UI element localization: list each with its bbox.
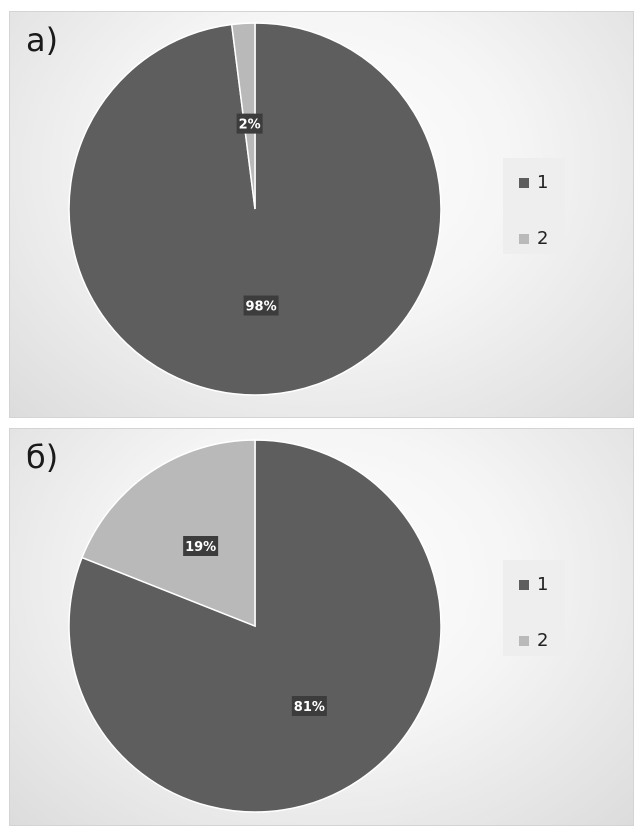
legend-swatch-2 [519, 233, 529, 244]
data-label-box [243, 295, 279, 316]
legend: 1 2 [503, 158, 565, 254]
panel-label: б) [26, 438, 59, 476]
legend-swatch-2 [519, 635, 529, 646]
panel-label: а) [26, 21, 59, 59]
legend-label-2: 2 [537, 228, 549, 249]
pie-chart-b: 81% 19% [68, 439, 442, 813]
legend-item-2: 2 [519, 228, 548, 249]
pie-slice-2 [81, 439, 256, 628]
data-label-text: 81% [294, 700, 325, 715]
legend-label-2: 2 [537, 630, 549, 651]
data-label-2: 19% [183, 536, 219, 557]
legend-item-1: 1 [519, 574, 548, 595]
data-label-text: 2% [239, 118, 261, 133]
legend-item-2: 2 [519, 630, 548, 651]
legend-swatch-1 [519, 579, 529, 590]
legend-item-1: 1 [519, 172, 548, 193]
data-label-1: 81% [291, 695, 327, 716]
chart-panel-b: б) 81% 19% 1 2 [9, 428, 634, 826]
legend-label-1: 1 [537, 574, 549, 595]
data-label-1: 98% [243, 295, 279, 316]
data-label-text: 19% [185, 540, 216, 555]
legend-swatch-1 [519, 177, 529, 188]
data-label-box [236, 113, 263, 134]
data-label-box [291, 695, 327, 716]
data-label-box [183, 536, 219, 557]
data-label-2: 2% [236, 113, 263, 134]
chart-panel-a: а) 98% 2% 1 2 [9, 11, 634, 418]
legend-label-1: 1 [537, 172, 549, 193]
legend: 1 2 [503, 560, 565, 656]
data-label-text: 98% [246, 300, 277, 315]
pie-chart-a: 98% 2% [68, 22, 442, 396]
